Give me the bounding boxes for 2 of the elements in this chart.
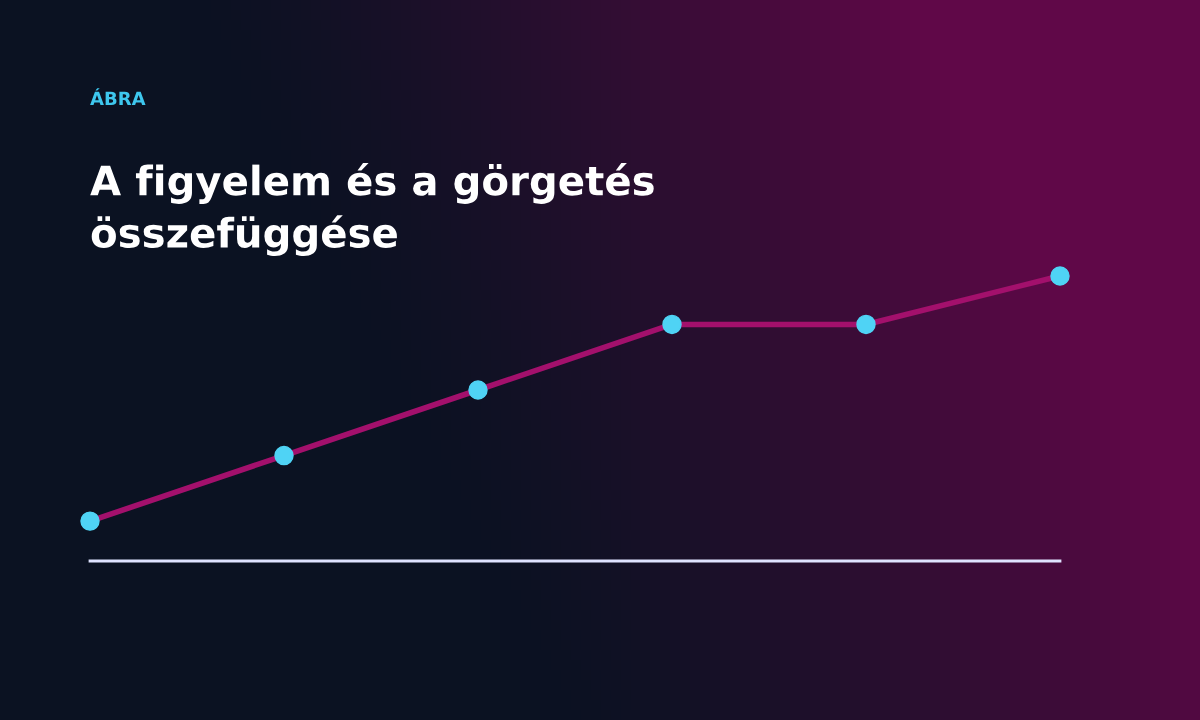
text: ÁBRA: [90, 88, 146, 105]
chart-title: A figyelem és a görgetés összefüggése: [90, 163, 654, 257]
